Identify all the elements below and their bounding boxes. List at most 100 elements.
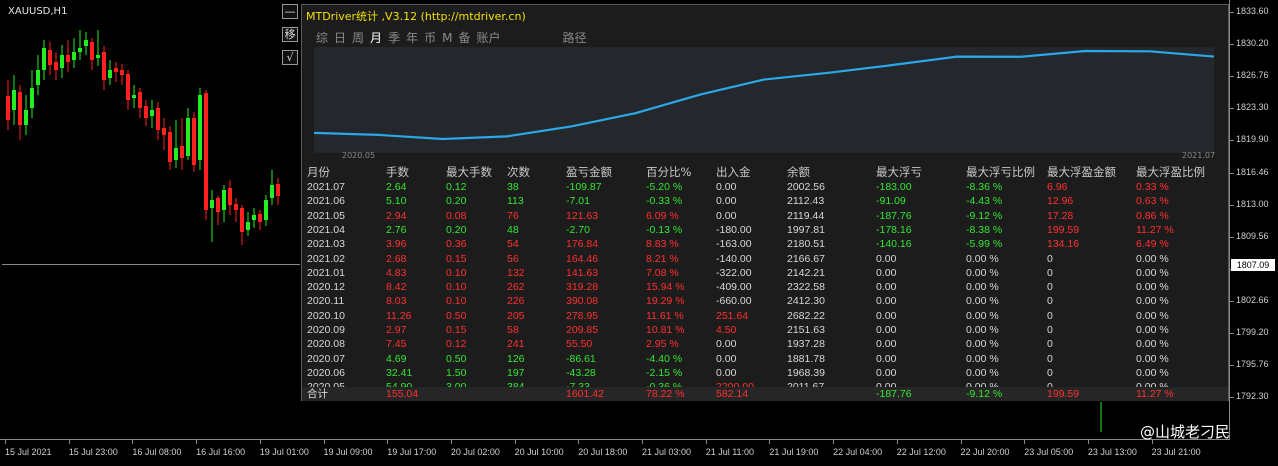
- table-cell: -183.00: [876, 181, 912, 193]
- current-price-badge: 1807.09: [1231, 259, 1275, 271]
- table-cell: 2.64: [386, 181, 407, 193]
- table-row: 2021.06 5.10 0.20 113 -7.01 -0.33 % 0.00 2112.4…: [302, 194, 1230, 208]
- table-cell: 176.84: [566, 238, 599, 251]
- time-tick: 21 Jul 11:00: [705, 440, 755, 457]
- table-cell: -8.36 %: [966, 181, 1003, 193]
- table-cell: 2020.07: [307, 352, 345, 365]
- move-button[interactable]: 移: [282, 27, 298, 42]
- table-cell: 0: [1047, 338, 1053, 351]
- table-cell: 2412.30: [787, 295, 825, 308]
- table-cell: 2021.05: [307, 209, 345, 222]
- time-tick: 20 Jul 02:00: [450, 440, 500, 457]
- table-cell: 226: [507, 295, 525, 308]
- table-cell: 0: [1047, 252, 1053, 265]
- price-tick: 1792.30: [1230, 391, 1269, 402]
- table-cell: 8.03: [386, 295, 407, 308]
- table-cell: -660.00: [716, 295, 752, 308]
- horizontal-line[interactable]: [2, 264, 300, 265]
- table-cell: 0: [1047, 295, 1053, 308]
- tab-1[interactable]: 日: [334, 31, 347, 45]
- tab-4[interactable]: 季: [388, 31, 401, 45]
- table-cell: 2151.63: [787, 324, 825, 336]
- period-tabs: 综日周月季年币 M 备账户 路径: [316, 29, 593, 45]
- table-cell: 121.63: [566, 209, 599, 222]
- table-cell: 0: [1047, 266, 1053, 279]
- column-header: 出入金: [716, 165, 751, 179]
- table-cell: 4.69: [386, 352, 407, 365]
- table-cell: 11.61 %: [646, 309, 684, 322]
- table-cell: 0.00 %: [966, 324, 999, 336]
- table-cell: 0.00: [876, 266, 897, 279]
- tab-9[interactable]: 账户: [476, 31, 501, 45]
- table-cell: -322.00: [716, 266, 752, 279]
- time-tick: 15 Jul 2021: [5, 440, 52, 457]
- table-cell: 390.08: [566, 295, 599, 308]
- tab-2[interactable]: 周: [352, 31, 365, 45]
- table-cell: 5.10: [386, 195, 407, 208]
- tab-0[interactable]: 综: [316, 31, 329, 45]
- table-cell: 0.50: [446, 352, 467, 365]
- table-cell: 0.00 %: [1136, 324, 1169, 336]
- table-row: 2020.12 8.42 0.10 262 319.28 15.94 % -409.00 23…: [302, 280, 1230, 294]
- table-cell: -0.33 %: [646, 195, 683, 208]
- time-tick: 21 Jul 19:00: [769, 440, 819, 457]
- table-cell: 0.00: [876, 281, 897, 294]
- tab-5[interactable]: 年: [406, 31, 419, 45]
- symbol-label: XAUUSD,H1: [8, 6, 68, 17]
- table-cell: 0.00: [876, 309, 897, 322]
- table-cell: 0.00 %: [966, 366, 999, 379]
- tab-3[interactable]: 月: [370, 31, 383, 45]
- tab-10[interactable]: 路径: [562, 31, 587, 45]
- table-cell: 0.00: [876, 252, 897, 265]
- candlesticks: [6, 30, 1102, 432]
- table-cell: 1881.78: [787, 352, 825, 365]
- table-row: 2020.06 32.41 1.50 197 -43.28 -2.15 % 0.00 1968…: [302, 366, 1230, 380]
- table-cell: 1.50: [446, 366, 467, 379]
- table-cell: 8.21 %: [646, 252, 679, 265]
- table-cell: 76: [507, 209, 519, 222]
- table-cell: 38: [507, 181, 519, 193]
- table-cell: 2.95 %: [646, 338, 679, 351]
- table-row: 2020.11 8.03 0.10 226 390.08 19.29 % -660.00 24…: [302, 294, 1230, 308]
- table-cell: 134.16: [1047, 238, 1080, 251]
- table-row: 2020.09 2.97 0.15 58 209.85 10.81 % 4.50 2151.6…: [302, 323, 1230, 337]
- table-cell: 48: [507, 223, 519, 236]
- time-tick: 15 Jul 23:00: [68, 440, 118, 457]
- tab-8[interactable]: 备: [458, 31, 471, 45]
- table-cell: 0.12: [446, 181, 467, 193]
- table-cell: 0.15: [446, 252, 467, 265]
- confirm-button[interactable]: √: [282, 50, 298, 65]
- table-cell: 0.36: [446, 238, 467, 251]
- table-row: 2021.01 4.83 0.10 132 141.63 7.08 % -322.00 214…: [302, 266, 1230, 280]
- table-cell: 0.08: [446, 209, 467, 222]
- tab-7[interactable]: M: [442, 31, 453, 45]
- total-pnl: 1601.42: [566, 388, 604, 400]
- column-header: 次数: [507, 165, 530, 179]
- table-cell: 17.28: [1047, 209, 1074, 222]
- table-cell: -163.00: [716, 238, 752, 251]
- price-tick: 1795.76: [1230, 359, 1269, 370]
- table-row: 2021.07 2.64 0.12 38 -109.87 -5.20 % 0.00 2002.…: [302, 180, 1230, 194]
- table-cell: -2.70: [566, 223, 590, 236]
- table-cell: 2.68: [386, 252, 407, 265]
- table-cell: 54: [507, 238, 519, 251]
- minimize-button[interactable]: —: [282, 4, 298, 19]
- table-cell: 319.28: [566, 281, 599, 294]
- table-cell: 209.85: [566, 324, 599, 336]
- table-cell: 4.83: [386, 266, 407, 279]
- table-cell: -86.61: [566, 352, 596, 365]
- equity-curve: [313, 49, 1215, 141]
- table-cell: 2142.21: [787, 266, 825, 279]
- total-lots: 155.04: [386, 388, 419, 400]
- table-cell: 278.95: [566, 309, 599, 322]
- equity-chart: 2020.05 2021.07: [313, 47, 1215, 160]
- price-tick: 1823.30: [1230, 102, 1269, 113]
- table-cell: 132: [507, 266, 525, 279]
- time-tick: 23 Jul 21:00: [1151, 440, 1201, 457]
- tab-6[interactable]: 币: [424, 31, 437, 45]
- equity-x-end: 2021.07: [1182, 151, 1216, 160]
- table-cell: 0.00 %: [1136, 338, 1169, 351]
- table-cell: 0: [1047, 366, 1053, 379]
- table-cell: 0.00 %: [1136, 309, 1169, 322]
- column-header: 最大浮亏比例: [966, 165, 1035, 179]
